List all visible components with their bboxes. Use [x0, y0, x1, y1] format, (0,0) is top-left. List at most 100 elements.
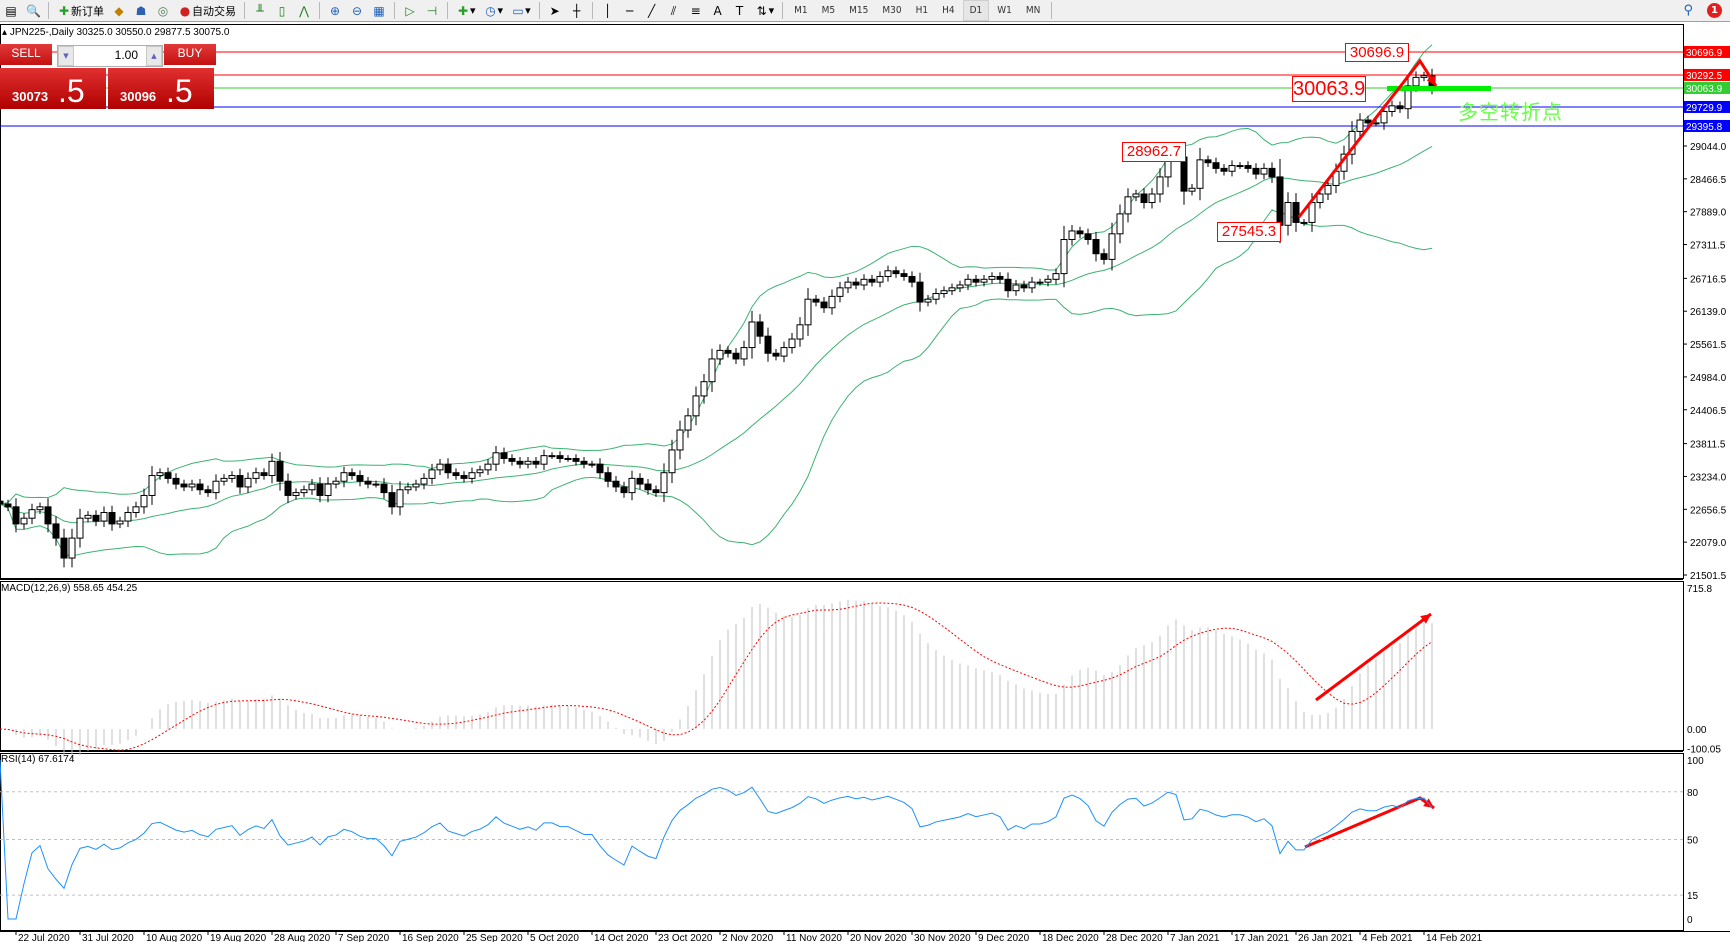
candle: [604, 466, 612, 488]
new-chart-button[interactable]: ▤: [1, 1, 21, 20]
candle: [852, 277, 860, 290]
candle-body: [732, 352, 740, 360]
candle: [1324, 179, 1332, 200]
timeframe-w1[interactable]: W1: [997, 5, 1012, 16]
candle: [20, 513, 28, 530]
timeframe-m5[interactable]: M5: [821, 5, 836, 16]
notification-badge[interactable]: 1: [1707, 3, 1722, 18]
cursor-icon: ➤: [549, 3, 560, 18]
date-label: 23 Oct 2020: [658, 933, 713, 942]
sell-button[interactable]: SELL: [0, 44, 52, 65]
crosshair-button[interactable]: ┼: [567, 1, 587, 20]
candle: [1292, 193, 1300, 232]
new-order-button[interactable]: ✚ 新订单: [54, 1, 107, 20]
candle-body: [868, 278, 876, 283]
candle: [796, 317, 804, 347]
candle: [476, 465, 484, 477]
lot-increase-button[interactable]: ▲: [146, 46, 162, 66]
swing-high-label[interactable]: 28962.7: [1122, 142, 1186, 162]
candle: [724, 346, 732, 358]
zoom-in-button[interactable]: ⊕: [325, 1, 345, 20]
candle-body: [500, 452, 508, 459]
zoom-window-button[interactable]: 🔍: [23, 1, 43, 20]
timeframe-h1[interactable]: H1: [915, 5, 929, 16]
candle: [1236, 162, 1244, 169]
date-label: 2 Nov 2020: [722, 933, 774, 942]
candle-body: [1156, 176, 1164, 195]
candle: [1052, 268, 1060, 285]
candle: [652, 485, 660, 497]
candle: [900, 269, 908, 281]
swing-low-label[interactable]: 27545.3: [1217, 222, 1281, 242]
cursor-button[interactable]: ➤: [545, 1, 565, 20]
rsi-line: [0, 759, 1433, 920]
sell-price-pip: .5: [58, 73, 85, 109]
chart-shift-button[interactable]: ⊣: [422, 1, 442, 20]
high-price-label[interactable]: 30696.9: [1345, 43, 1409, 62]
level-price-tag: [1684, 100, 1730, 113]
candle: [956, 280, 964, 293]
candle-body: [556, 455, 564, 459]
vertical-line-icon: │: [603, 3, 612, 18]
templates-button[interactable]: ▭ ▾: [512, 3, 531, 18]
lot-decrease-button[interactable]: ▼: [58, 46, 74, 66]
bar-chart-button[interactable]: ╨: [250, 1, 270, 20]
candlestick-button[interactable]: ▯: [272, 1, 292, 20]
zoom-out-button[interactable]: ⊖: [347, 1, 367, 20]
channel-button[interactable]: ⫽: [664, 1, 684, 20]
autoscroll-button[interactable]: ▷: [400, 1, 420, 20]
rsi-tick-label: 0: [1687, 915, 1693, 926]
timeframe-h4[interactable]: H4: [942, 5, 955, 16]
buy-button[interactable]: BUY: [164, 44, 216, 65]
date-label: 11 Nov 2020: [786, 933, 842, 942]
pivot-price-label[interactable]: 30063.9: [1292, 76, 1366, 102]
terminal-button[interactable]: ☗: [131, 1, 151, 20]
history-button[interactable]: ◆: [109, 1, 129, 20]
horizontal-line-button[interactable]: ─: [620, 1, 640, 20]
candle: [444, 458, 452, 479]
timeframe-m30[interactable]: M30: [882, 5, 902, 16]
sell-price-button[interactable]: 30073 .5: [0, 68, 106, 109]
lot-value: 1.00: [114, 48, 138, 62]
date-label: 5 Oct 2020: [530, 933, 579, 942]
fibonacci-button[interactable]: ≡: [686, 1, 706, 20]
auto-trading-button[interactable]: ● 自动交易: [175, 1, 239, 20]
signals-button[interactable]: ◎: [153, 1, 173, 20]
candle: [620, 481, 628, 498]
trendline-button[interactable]: ╱: [642, 1, 662, 20]
date-label: 14 Feb 2021: [1426, 933, 1483, 942]
timeframe-m15[interactable]: M15: [849, 5, 869, 16]
periods-button[interactable]: ◷ ▾: [485, 3, 504, 18]
buy-price-button[interactable]: 30096 .5: [108, 68, 214, 109]
candle: [572, 454, 580, 466]
text-label-icon: T: [735, 3, 744, 18]
search-icon[interactable]: ⚲: [1683, 3, 1693, 18]
buy-price-main: 30096: [120, 89, 157, 104]
vertical-line-button[interactable]: │: [598, 1, 618, 20]
candle: [228, 471, 236, 483]
candle: [356, 470, 364, 487]
candle: [876, 271, 884, 288]
indicators-button[interactable]: ✚ ▾: [457, 3, 476, 18]
arrows-button[interactable]: ⇅ ▾: [756, 3, 775, 18]
text-button[interactable]: A: [708, 1, 728, 20]
line-chart-button[interactable]: ⋀: [294, 1, 314, 20]
lot-size-input[interactable]: ▼ 1.00 ▲: [57, 45, 163, 67]
tile-windows-button[interactable]: ▦: [369, 1, 389, 20]
candle-body: [404, 486, 412, 491]
candle: [1348, 121, 1356, 165]
candle: [1196, 147, 1204, 201]
candle-body: [1380, 111, 1388, 124]
timeframe-d1[interactable]: D1: [962, 0, 990, 21]
candle-body: [188, 483, 196, 488]
timeframe-mn[interactable]: MN: [1025, 5, 1041, 16]
bull-bear-turning-point-note[interactable]: 多空转折点: [1458, 100, 1563, 124]
text-label-button[interactable]: T: [730, 1, 750, 20]
candle: [580, 457, 588, 469]
collapse-arrow-icon[interactable]: ▴: [2, 27, 10, 38]
candle: [892, 266, 900, 278]
candle: [1028, 277, 1036, 293]
timeframe-m1[interactable]: M1: [794, 5, 808, 16]
candle-body: [460, 475, 468, 479]
